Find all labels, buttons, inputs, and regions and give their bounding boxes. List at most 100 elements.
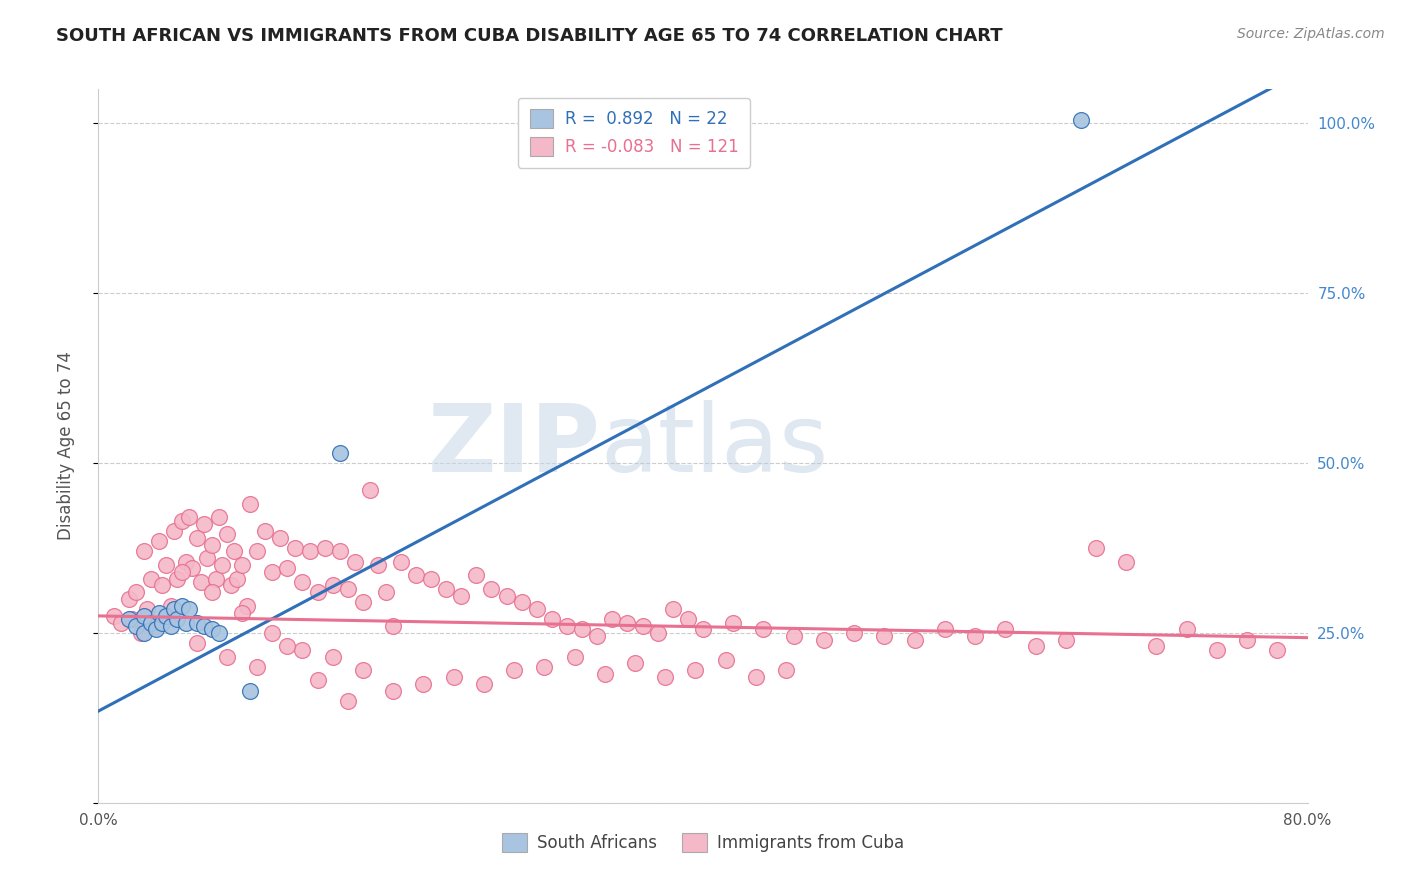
Point: [412, 677, 434, 691]
Point: [135, 602, 157, 616]
Point: [148, 534, 170, 549]
Point: [533, 660, 555, 674]
Point: [307, 585, 329, 599]
Point: [231, 606, 253, 620]
Point: [495, 589, 517, 603]
Point: [1054, 632, 1077, 647]
Point: [145, 619, 167, 633]
Point: [215, 527, 238, 541]
Point: [239, 683, 262, 698]
Point: [586, 629, 609, 643]
Point: [616, 615, 638, 630]
Point: [160, 619, 183, 633]
Point: [336, 694, 359, 708]
Point: [186, 636, 208, 650]
Point: [155, 608, 177, 623]
Point: [367, 558, 389, 572]
Point: [160, 599, 183, 613]
Legend: South Africans, Immigrants from Cuba: South Africans, Immigrants from Cuba: [495, 826, 911, 859]
Point: [1070, 112, 1092, 127]
Point: [166, 572, 188, 586]
Point: [564, 649, 586, 664]
Point: [1175, 623, 1198, 637]
Point: [201, 623, 224, 637]
Point: [195, 551, 218, 566]
Point: [775, 663, 797, 677]
Point: [129, 626, 152, 640]
Point: [382, 619, 405, 633]
Point: [269, 531, 291, 545]
Point: [374, 585, 396, 599]
Point: [382, 683, 405, 698]
Point: [246, 660, 269, 674]
Point: [262, 626, 284, 640]
Point: [141, 572, 163, 586]
Point: [174, 555, 197, 569]
Point: [1206, 643, 1229, 657]
Point: [276, 640, 298, 654]
Point: [170, 565, 193, 579]
Point: [352, 663, 374, 677]
Point: [783, 629, 806, 643]
Point: [510, 595, 533, 609]
Point: [873, 629, 896, 643]
Y-axis label: Disability Age 65 to 74: Disability Age 65 to 74: [56, 351, 75, 541]
Point: [352, 595, 374, 609]
Point: [201, 537, 224, 551]
Point: [132, 544, 155, 558]
Point: [443, 670, 465, 684]
Point: [602, 612, 624, 626]
Point: [201, 585, 224, 599]
Point: [181, 561, 204, 575]
Point: [752, 623, 775, 637]
Point: [307, 673, 329, 688]
Point: [284, 541, 307, 555]
Point: [329, 544, 352, 558]
Point: [103, 608, 125, 623]
Point: [163, 524, 186, 538]
Point: [676, 612, 699, 626]
Point: [118, 612, 141, 626]
Point: [211, 558, 233, 572]
Point: [239, 497, 262, 511]
Point: [125, 585, 148, 599]
Point: [450, 589, 472, 603]
Point: [405, 568, 427, 582]
Text: ZIP: ZIP: [427, 400, 600, 492]
Point: [163, 602, 186, 616]
Point: [965, 629, 987, 643]
Point: [1024, 640, 1046, 654]
Point: [148, 606, 170, 620]
Point: [624, 657, 647, 671]
Point: [235, 599, 257, 613]
Point: [571, 623, 593, 637]
Point: [208, 626, 231, 640]
Point: [110, 615, 132, 630]
Point: [661, 602, 683, 616]
Point: [193, 517, 215, 532]
Point: [253, 524, 276, 538]
Point: [654, 670, 676, 684]
Point: [179, 510, 201, 524]
Point: [593, 666, 616, 681]
Point: [170, 599, 193, 613]
Point: [1236, 632, 1258, 647]
Point: [224, 544, 246, 558]
Point: [190, 574, 212, 589]
Point: [132, 626, 155, 640]
Point: [344, 555, 367, 569]
Point: [745, 670, 768, 684]
Point: [526, 602, 548, 616]
Point: [193, 619, 215, 633]
Point: [150, 578, 173, 592]
Point: [174, 615, 197, 630]
Point: [555, 619, 578, 633]
Point: [472, 677, 495, 691]
Point: [631, 619, 654, 633]
Point: [299, 544, 322, 558]
Point: [434, 582, 457, 596]
Point: [360, 483, 382, 498]
Point: [994, 623, 1017, 637]
Point: [934, 623, 956, 637]
Point: [329, 446, 352, 460]
